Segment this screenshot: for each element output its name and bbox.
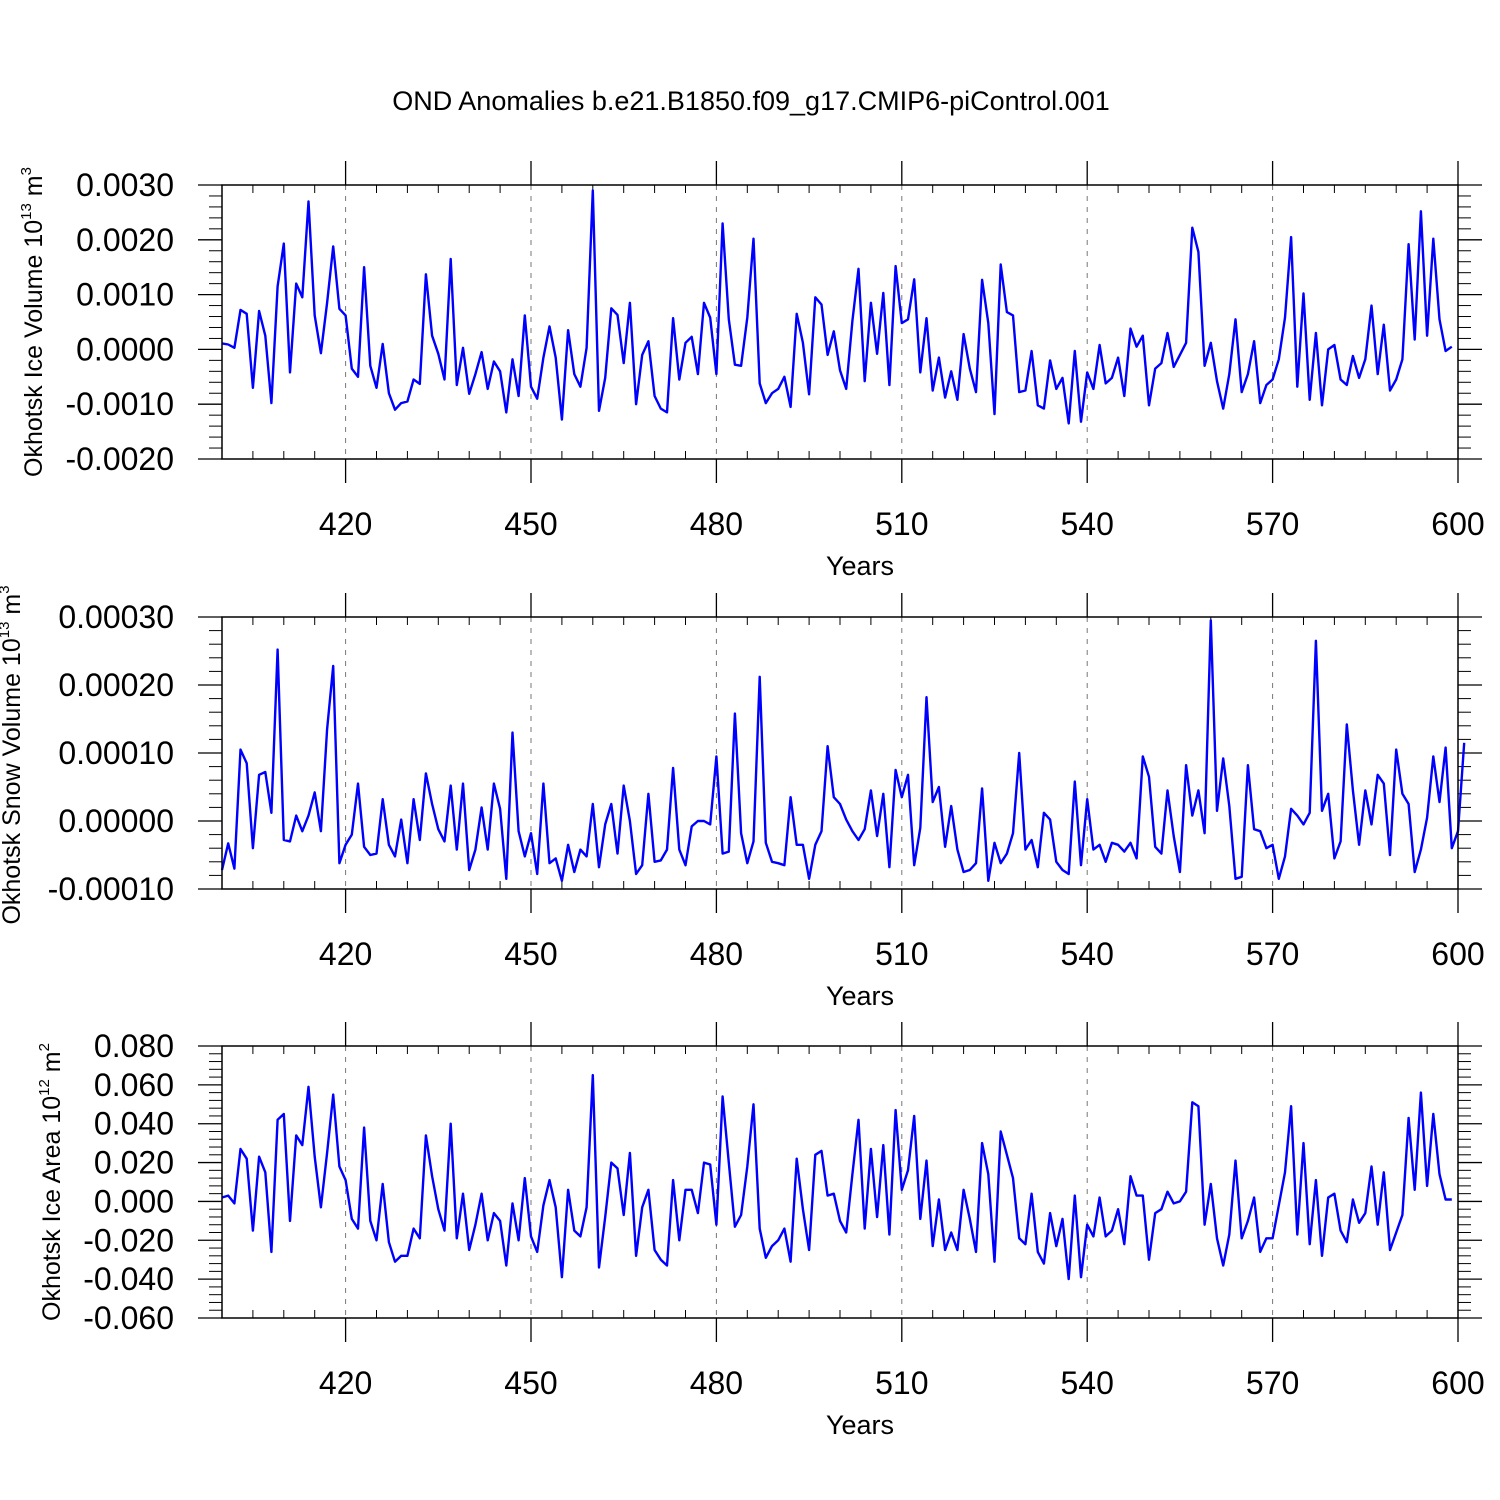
panel-1: 420 450 480 510 540 570 600 -0.0020 -0.0010 0.000… (18, 161, 1485, 581)
series-line (221, 189, 1453, 425)
x-tick-label: 420 (319, 506, 372, 542)
x-tick-label: 510 (875, 1365, 928, 1401)
y-tick-label: 0.00020 (58, 667, 174, 703)
plot-frame (221, 616, 1459, 890)
y-tick-label: -0.00010 (48, 871, 174, 907)
x-tick-label: 600 (1431, 1365, 1484, 1401)
x-axis-label: Years (826, 1410, 894, 1440)
x-tick-label: 570 (1246, 506, 1299, 542)
y-tick-label: 0.0020 (76, 222, 174, 258)
x-tick-label: 480 (690, 506, 743, 542)
x-tick-label: 570 (1246, 936, 1299, 972)
y-tick-label: -0.020 (83, 1222, 174, 1258)
x-tick-label: 600 (1431, 506, 1484, 542)
x-tick-label: 540 (1061, 1365, 1114, 1401)
x-tick-label: 450 (504, 1365, 557, 1401)
x-tick-label: 510 (875, 506, 928, 542)
y-axis-label: Okhotsk Snow Volume 1013 m3 (0, 585, 26, 924)
y-tick-label: -0.0020 (65, 441, 174, 477)
x-tick-label: 420 (319, 936, 372, 972)
x-axis-label: Years (826, 981, 894, 1011)
y-tick-label: 0.000 (94, 1183, 174, 1219)
panel-3: 420 450 480 510 540 570 600-0.060-0.040-0.0200… (36, 1022, 1485, 1440)
figure-title: OND Anomalies b.e21.B1850.f09_g17.CMIP6-… (392, 86, 1109, 116)
plot-frame (221, 1045, 1459, 1319)
y-axis-label: Okhotsk Ice Volume 1013 m3 (18, 167, 48, 477)
y-tick-label: 0.00030 (58, 599, 174, 635)
x-tick-label: 540 (1061, 936, 1114, 972)
x-tick-label: 480 (690, 1365, 743, 1401)
y-tick-label: 0.080 (94, 1028, 174, 1064)
plot-frame (221, 184, 1459, 460)
x-tick-label: 600 (1431, 936, 1484, 972)
x-tick-label: 510 (875, 936, 928, 972)
y-tick-label: 0.040 (94, 1106, 174, 1142)
y-tick-label: -0.0010 (65, 386, 174, 422)
y-tick-label: 0.060 (94, 1067, 174, 1103)
x-tick-label: 450 (504, 506, 557, 542)
x-tick-label: 420 (319, 1365, 372, 1401)
panel-2: 420 450 480 510 540 570 600 -0.00010 0.00000 0.00… (0, 585, 1485, 1011)
y-tick-label: 0.020 (94, 1145, 174, 1181)
y-tick-label: -0.040 (83, 1261, 174, 1297)
x-axis-label: Years (826, 551, 894, 581)
x-tick-label: 480 (690, 936, 743, 972)
y-axis-label: Okhotsk Ice Area 1012 m2 (36, 1043, 66, 1321)
series-line (221, 1073, 1452, 1281)
y-tick-label: 0.00000 (58, 803, 174, 839)
y-tick-label: -0.060 (83, 1300, 174, 1336)
y-tick-label: 0.0010 (76, 277, 174, 313)
x-tick-label: 570 (1246, 1365, 1299, 1401)
y-tick-label: 0.0000 (76, 331, 174, 367)
x-tick-label: 540 (1061, 506, 1114, 542)
y-tick-label: 0.00010 (58, 735, 174, 771)
x-tick-label: 450 (504, 936, 557, 972)
series-line (220, 619, 1466, 882)
y-tick-label: 0.0030 (76, 167, 174, 203)
